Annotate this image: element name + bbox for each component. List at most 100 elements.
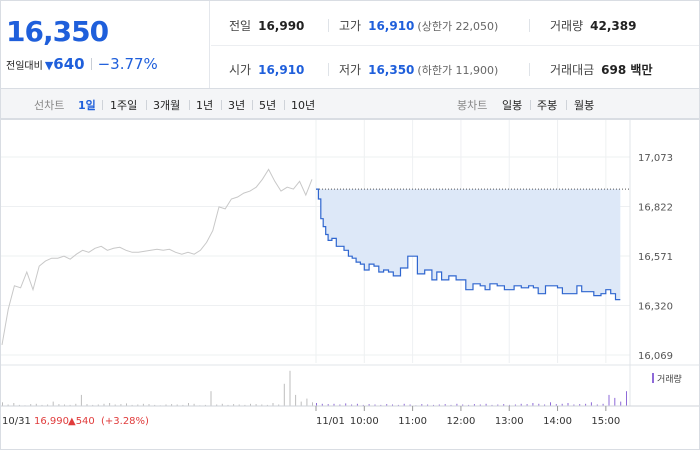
volume-bar [561,403,563,406]
stat-label: 거래량 [550,19,584,33]
period-10year-button[interactable]: 10년 [291,99,316,112]
divider [211,45,699,46]
stat-open: 시가 16,910 [229,61,304,78]
x-tick-label: 14:00 [543,416,572,427]
volume-bar [462,404,464,406]
period-3year-button[interactable]: 3년 [228,99,246,112]
volume-bar [295,394,297,406]
x-tick-label: 11/01 [316,416,345,427]
prev-day-close: 16,990 [34,416,69,427]
volume-legend: 거래량 [652,373,682,385]
line-chart-label: 선차트 [34,99,65,112]
y-tick-label: 16,571 [638,252,673,263]
volume-bar [473,404,475,406]
price-box: 16,350 전일대비 ▼640 −3.77% [1,1,210,88]
candle-weekly-button[interactable]: 주봉 [537,99,558,112]
volume-bar [409,404,411,406]
volume-bar [544,404,546,406]
volume-bar [221,403,223,406]
down-triangle-icon: ▼ [44,59,54,72]
volume-bar [233,404,235,406]
period-1year-button[interactable]: 1년 [196,99,214,112]
volume-bar [456,403,458,406]
volume-bar [58,404,60,406]
prev-day-change: ▲540 [68,416,95,427]
volume-bar [327,404,329,406]
x-tick-label: 15:00 [591,416,620,427]
upper-limit: (상한가 22,050) [417,20,499,33]
stat-value: 16,910 [258,63,305,77]
volume-bar [216,404,218,406]
volume-bar [626,391,627,406]
volume-legend-label: 거래량 [657,373,682,385]
volume-bar [468,404,470,406]
today-line [316,188,621,301]
divider [530,100,531,110]
volume-bar [614,397,616,406]
volume-bar [7,404,9,406]
volume-bar [538,403,540,406]
volume-bar [306,398,308,406]
price-chart[interactable]: 17,073 16,822 16,571 16,320 16,069 거래량 11/01… [0,119,700,450]
volume-bar [171,404,173,406]
volume-bar [491,404,493,406]
volume-bar [18,404,20,406]
y-tick-label: 16,822 [638,203,673,214]
y-tick-label: 16,320 [638,302,673,313]
volume-bar [176,404,178,406]
volume-bar [374,404,376,406]
divider [529,63,530,76]
x-axis-labels: 11/01 10:00 11:00 12:00 13:00 14:00 15:00 [316,416,620,427]
y-tick-label: 17,073 [638,153,673,164]
stat-label: 거래대금 [550,63,595,77]
stat-prev-close: 전일 16,990 [229,17,304,34]
volume-bar [608,394,610,406]
volume-bar [602,403,604,406]
divider [90,58,92,70]
volume-bar [590,402,592,406]
divider [102,100,103,110]
volume-bar [596,404,598,406]
current-price: 16,350 [6,15,109,48]
volume-bar [433,404,434,406]
volume-bar [403,403,405,406]
volume-bar [567,403,569,406]
lower-limit: (하한가 11,900) [417,64,499,77]
volume-bar [272,403,274,406]
volume-bar [137,404,139,406]
stat-volume: 거래량 42,389 [550,17,636,34]
volume-bar [103,403,105,406]
period-1day-button[interactable]: 1일 [78,99,96,112]
volume-bar [120,404,122,406]
candle-daily-button[interactable]: 일봉 [502,99,523,112]
volume-bar [520,403,522,406]
volume-bar [41,404,43,406]
volume-bar [114,404,116,406]
volume-bar [339,404,341,406]
period-3month-button[interactable]: 3개월 [153,99,181,112]
volume-bar [261,404,263,406]
volume-bar [2,402,3,406]
candle-monthly-button[interactable]: 월봉 [574,99,595,112]
volume-bar [573,404,575,406]
volume-bar [182,404,184,406]
stat-label: 저가 [339,63,362,77]
period-5year-button[interactable]: 5년 [259,99,277,112]
volume-bar [266,404,268,406]
volume-bar [244,404,246,406]
stat-amount: 거래대금 698 백만 [550,61,652,78]
volume-bar [532,403,534,406]
volume-bar [92,404,94,406]
volume-bar [300,401,302,406]
volume-bar [485,403,487,406]
y-tick-label: 16,069 [638,351,673,362]
volume-bar [351,404,353,406]
volume-bar [421,404,423,406]
volume-bar [283,383,285,406]
volume-bar [278,404,280,406]
volume-bar [13,403,15,406]
x-tick-label: 10:00 [350,416,379,427]
volume-bar [69,404,71,406]
divider [566,100,567,110]
period-1week-button[interactable]: 1주일 [110,99,138,112]
